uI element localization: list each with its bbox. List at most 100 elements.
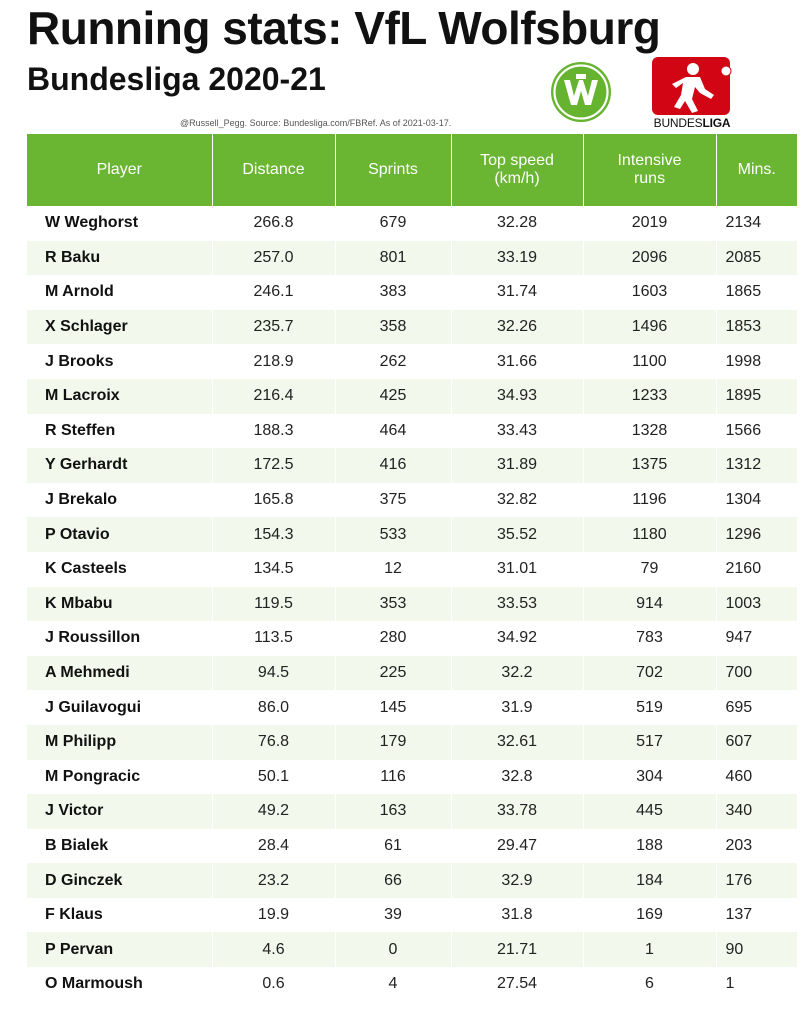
sprints-cell: 425 [335, 378, 452, 414]
sprints-cell: 383 [335, 275, 452, 310]
mins-cell: 460 [725, 767, 753, 785]
distance-cell: 172.5 [212, 448, 336, 483]
page-subtitle: Bundesliga 2020-21 [27, 61, 326, 97]
player-name: O Marmoush [27, 967, 213, 1002]
top-speed-cell: 31.8 [451, 897, 584, 933]
player-name: K Casteels [27, 551, 213, 587]
intensive-runs-cell: 702 [583, 655, 717, 691]
page-title: Running stats: VfL Wolfsburg [27, 2, 661, 54]
intensive-runs-cell: 169 [583, 897, 717, 933]
distance-cell: 216.4 [212, 378, 336, 414]
player-name: R Steffen [27, 413, 213, 449]
mins-cell: 203 [725, 836, 753, 854]
table-row: F Klaus 19.9 39 31.8 169 137 [27, 897, 797, 933]
mins-cell: 947 [725, 629, 753, 647]
distance-cell: 218.9 [212, 344, 336, 379]
sprints-cell: 12 [335, 551, 452, 587]
sprints-cell: 533 [335, 517, 452, 552]
mins-cell: 1304 [725, 491, 762, 509]
intensive-runs-cell: 1328 [583, 413, 717, 449]
sprints-cell: 179 [335, 724, 452, 760]
distance-cell: 154.3 [212, 517, 336, 552]
sprints-cell: 358 [335, 309, 452, 345]
top-speed-cell: 21.71 [451, 932, 584, 968]
bundesliga-caption: BUNDESLIGA [642, 116, 742, 130]
mins-cell: 2134 [725, 214, 762, 232]
table-row: P Otavio 154.3 533 35.52 1180 1296 [27, 517, 797, 552]
distance-cell: 188.3 [212, 413, 336, 449]
mins-cell: 137 [725, 906, 753, 924]
player-name: M Philipp [27, 724, 213, 760]
sprints-cell: 375 [335, 482, 452, 518]
player-name: J Roussillon [27, 621, 213, 656]
player-name: K Mbabu [27, 586, 213, 622]
intensive-runs-cell: 1496 [583, 309, 717, 345]
intensive-runs-cell: 188 [583, 828, 717, 864]
intensive-runs-cell: 2019 [583, 206, 717, 241]
top-speed-cell: 33.43 [451, 413, 584, 449]
table-row: J Brekalo 165.8 375 32.82 1196 1304 [27, 482, 797, 518]
table-row: R Baku 257.0 801 33.19 2096 2085 [27, 240, 797, 276]
intensive-runs-cell: 1180 [583, 517, 717, 552]
top-speed-cell: 29.47 [451, 828, 584, 864]
distance-cell: 119.5 [212, 586, 336, 622]
top-speed-cell: 32.8 [451, 759, 584, 795]
table-row: J Brooks 218.9 262 31.66 1100 1998 [27, 344, 797, 379]
table-body: W Weghorst 266.8 679 32.28 2019 2134 R B… [27, 206, 797, 1002]
top-speed-cell: 32.82 [451, 482, 584, 518]
top-speed-cell: 33.53 [451, 586, 584, 622]
top-speed-cell: 31.9 [451, 690, 584, 725]
distance-cell: 165.8 [212, 482, 336, 518]
mins-cell: 1865 [725, 283, 762, 301]
intensive-runs-cell: 304 [583, 759, 717, 795]
distance-cell: 246.1 [212, 275, 336, 310]
table-row: K Casteels 134.5 12 31.01 79 2160 [27, 551, 797, 587]
intensive-runs-cell: 79 [583, 551, 717, 587]
table-row: O Marmoush 0.6 4 27.54 6 1 [27, 967, 797, 1002]
player-name: J Brekalo [27, 482, 213, 518]
distance-cell: 50.1 [212, 759, 336, 795]
distance-cell: 86.0 [212, 690, 336, 725]
sprints-cell: 801 [335, 240, 452, 276]
player-name: D Ginczek [27, 863, 213, 898]
sprints-cell: 225 [335, 655, 452, 691]
top-speed-cell: 32.28 [451, 206, 584, 241]
intensive-runs-cell: 914 [583, 586, 717, 622]
intensive-runs-cell: 517 [583, 724, 717, 760]
distance-cell: 28.4 [212, 828, 336, 864]
mins-cell: 1566 [725, 421, 762, 439]
distance-cell: 94.5 [212, 655, 336, 691]
mins-cell: 1312 [716, 448, 797, 483]
table-row: J Guilavogui 86.0 145 31.9 519 695 [27, 690, 797, 725]
intensive-runs-cell: 1 [583, 932, 717, 968]
sprints-cell: 163 [335, 794, 452, 829]
column-header-sprints: Sprints [335, 134, 452, 206]
table-row: X Schlager 235.7 358 32.26 1496 1853 [27, 309, 797, 345]
table-row: M Lacroix 216.4 425 34.93 1233 1895 [27, 378, 797, 414]
mins-cell: 607 [716, 724, 797, 760]
intensive-runs-cell: 1100 [583, 344, 717, 379]
player-name: M Pongracic [27, 759, 213, 795]
top-speed-cell: 33.19 [451, 240, 584, 276]
column-header-intensive-runs: Intensive runs [583, 134, 717, 206]
sprints-cell: 39 [335, 897, 452, 933]
intensive-runs-cell: 2096 [583, 240, 717, 276]
column-header-player: Player [27, 134, 213, 206]
intensive-runs-cell: 1603 [583, 275, 717, 310]
top-speed-cell: 32.9 [451, 863, 584, 898]
intensive-runs-cell: 184 [583, 863, 717, 898]
mins-cell: 1 [725, 975, 735, 993]
bundesliga-caption-regular: BUNDES [653, 116, 703, 130]
header-row: Player Distance Sprints Top speed (km/h)… [27, 134, 797, 206]
mins-cell: 1853 [716, 309, 797, 345]
intensive-runs-cell: 6 [583, 967, 717, 1002]
intensive-runs-cell: 783 [583, 621, 717, 656]
sprints-cell: 0 [335, 932, 452, 968]
mins-cell: 340 [716, 794, 797, 829]
distance-cell: 4.6 [212, 932, 336, 968]
player-name: A Mehmedi [27, 655, 213, 691]
mins-cell: 1003 [716, 586, 797, 622]
sprints-cell: 4 [335, 967, 452, 1002]
distance-cell: 235.7 [212, 309, 336, 345]
table-row: M Pongracic 50.1 116 32.8 304 460 [27, 759, 797, 795]
